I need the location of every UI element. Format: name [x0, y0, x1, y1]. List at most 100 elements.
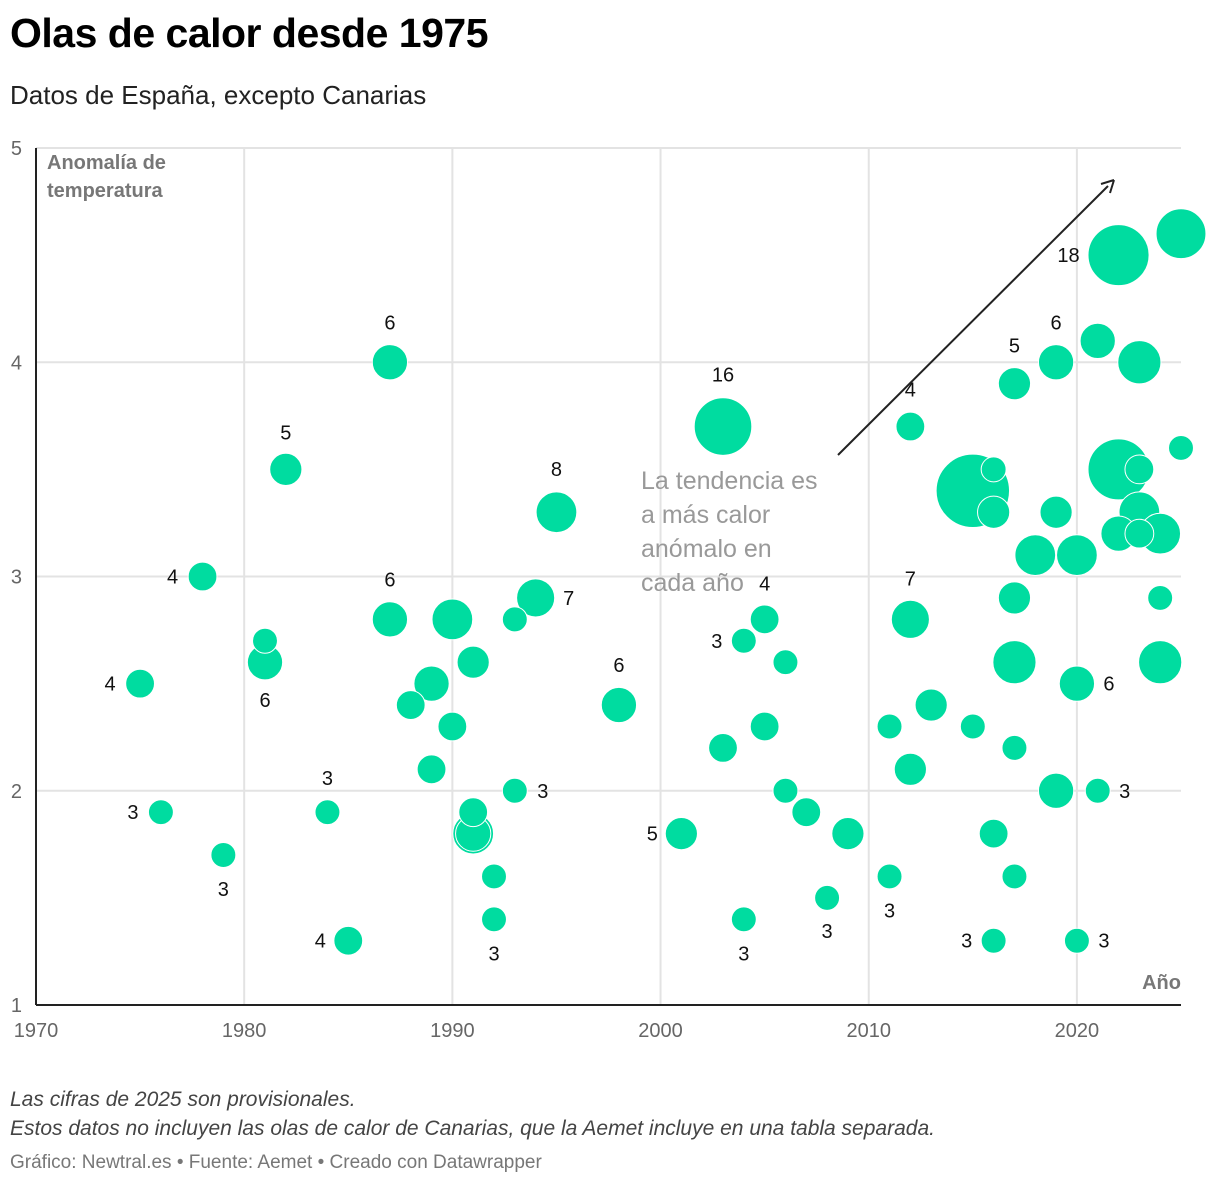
axes: 1 2 3 4 5 1970 1980 1990 2000 2010 2020 Anomalía de…	[11, 138, 1181, 1042]
bubble-label: 3	[1119, 781, 1130, 803]
bubble	[992, 640, 1037, 685]
bubble	[831, 817, 865, 851]
bubble	[876, 863, 903, 890]
bubble-label: 8	[551, 459, 562, 481]
bubble-label: 3	[884, 900, 895, 922]
footnotes: Las cifras de 2025 son provisionales. Es…	[10, 1085, 935, 1143]
bubble	[1063, 927, 1090, 954]
bubble-label: 18	[1057, 245, 1079, 267]
bubble	[501, 777, 528, 804]
chart-title: Olas de calor desde 1975	[10, 10, 489, 56]
trend-arrow-head	[1100, 179, 1115, 194]
bubble-label: 5	[280, 422, 291, 444]
bubble	[890, 599, 930, 639]
bubble	[914, 688, 948, 722]
bubble-label: 7	[905, 568, 916, 590]
bubble	[1087, 224, 1150, 287]
bubble-label: 3	[127, 802, 138, 824]
x-tick-label: 2020	[1055, 1020, 1100, 1042]
bubble-label: 4	[315, 931, 326, 953]
y-tick-label: 1	[11, 995, 22, 1017]
bubble-label: 6	[259, 690, 270, 712]
bubble	[210, 842, 237, 868]
bubble	[1001, 863, 1028, 890]
x-tick-label: 2010	[846, 1020, 891, 1042]
bubble	[1014, 534, 1057, 576]
bubble	[978, 818, 1009, 849]
bubble-label: 3	[488, 943, 499, 965]
trend-arrow-line	[837, 185, 1109, 456]
bubble	[333, 925, 364, 956]
bubble	[893, 752, 927, 786]
bubble	[708, 733, 738, 763]
bubble	[416, 754, 447, 785]
y-tick-label: 4	[11, 352, 22, 374]
x-tick-label: 1980	[222, 1020, 267, 1042]
credits: Gráfico: Newtral.es • Fuente: Aemet • Cr…	[10, 1152, 542, 1173]
bubble	[1155, 208, 1207, 260]
bubble	[1037, 344, 1075, 381]
bubble	[895, 411, 926, 442]
bubble	[1058, 665, 1096, 702]
bubble	[458, 797, 489, 828]
bubble	[187, 561, 218, 592]
bubble	[371, 344, 409, 381]
bubble	[1124, 518, 1155, 549]
bubble	[980, 927, 1007, 954]
x-tick-label: 2000	[638, 1020, 683, 1042]
bubble-label: 3	[537, 781, 548, 803]
bubble	[501, 606, 528, 633]
bubble	[413, 665, 450, 702]
chart-subtitle: Datos de España, excepto Canarias	[10, 80, 427, 110]
bubble	[730, 627, 757, 654]
footnote-provisional: Las cifras de 2025 son provisionales.	[10, 1088, 356, 1111]
bubble-label: 3	[1098, 931, 1109, 953]
x-tick-label: 1970	[14, 1020, 59, 1042]
bubble	[600, 686, 638, 724]
bubble	[252, 627, 278, 654]
y-tick-label: 5	[11, 138, 22, 160]
bubble	[977, 495, 1011, 529]
bubble	[772, 649, 799, 676]
bubble	[1037, 772, 1075, 809]
bubble-labels: 4 3 4 3 6 5 3 4 6 6 3 3 7 8 6 5 16 3 3 4 3 3 4 7 3 5 6 6 3 3 18	[105, 245, 1131, 965]
bubble-label: 6	[384, 312, 395, 334]
bubble	[1084, 777, 1111, 804]
footnote-canarias: Estos datos no incluyen las olas de calo…	[10, 1117, 935, 1140]
x-tick-label: 1990	[430, 1020, 475, 1042]
y-tick-label: 3	[11, 567, 22, 589]
bubble	[664, 817, 698, 851]
bubble	[1079, 322, 1116, 359]
bubble	[395, 690, 426, 720]
bubble	[791, 797, 822, 828]
bubble-label: 6	[613, 655, 624, 677]
bubble	[1124, 454, 1155, 485]
bubble	[814, 884, 841, 911]
bubble	[516, 578, 556, 618]
bubble-label: 3	[822, 921, 833, 943]
bubble	[371, 601, 409, 638]
bubble	[147, 799, 174, 826]
bubble	[535, 491, 578, 534]
grid	[36, 147, 1181, 1005]
bubble-label: 3	[322, 768, 333, 790]
bubble	[959, 713, 986, 740]
annotation-text-line: anómalo en	[641, 535, 772, 563]
y-axis-title: temperatura	[47, 180, 163, 202]
bubble	[980, 456, 1007, 483]
bubble-label: 6	[1103, 674, 1114, 696]
y-tick-label: 2	[11, 781, 22, 803]
bubble-label: 4	[167, 567, 178, 589]
bubble	[1168, 434, 1194, 461]
bubble	[1147, 584, 1174, 611]
bubbles	[125, 208, 1207, 956]
bubble-label: 5	[1009, 336, 1020, 358]
annotation-text-line: a más calor	[641, 501, 770, 529]
bubble	[456, 645, 490, 679]
bubble-label: 3	[218, 879, 229, 901]
bubble	[1001, 734, 1028, 761]
bubble	[730, 906, 757, 933]
bubble	[693, 397, 753, 456]
bubble	[1138, 640, 1183, 685]
